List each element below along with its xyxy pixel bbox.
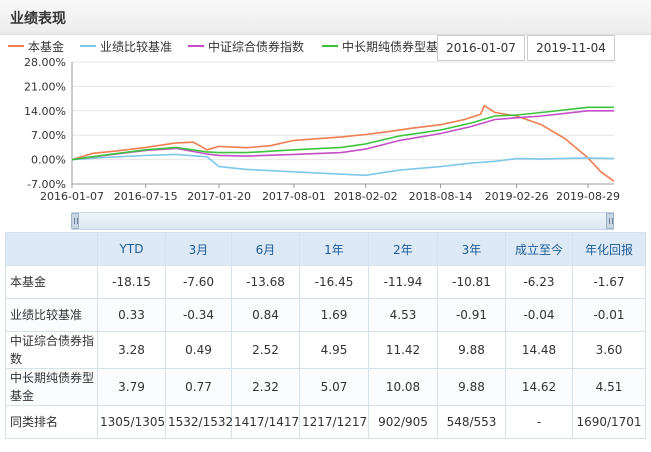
- table-cell: -10.81: [437, 265, 506, 299]
- table-cell: 4.95: [299, 331, 369, 369]
- table-header-row: YTD 3月 6月 1年 2年 3年 成立至今 年化回报: [5, 232, 646, 266]
- x-tick-label: 2017-01-20: [187, 190, 251, 203]
- performance-table: YTD 3月 6月 1年 2年 3年 成立至今 年化回报 本基金 -18.15 …: [5, 232, 646, 439]
- x-tick-label: 2016-07-15: [114, 190, 178, 203]
- table-cell: 4.51: [572, 368, 646, 406]
- table-header-cell: 6月: [231, 232, 300, 266]
- table-cell: 9.88: [437, 368, 506, 406]
- x-tick-label: 2019-02-26: [485, 190, 549, 203]
- table-cell: -0.01: [572, 298, 646, 332]
- legend-swatch: [8, 44, 24, 47]
- legend-swatch: [80, 44, 96, 47]
- panel-title: 业绩表现: [10, 11, 66, 27]
- table-row: 中长期纯债券型基金 3.79 0.77 2.32 5.07 10.08 9.88…: [5, 368, 646, 406]
- x-tick-label: 2019-08-29: [556, 190, 620, 203]
- table-cell: -16.45: [299, 265, 369, 299]
- table-row: 同类排名 1305/1305 1532/1532 1417/1417 1217/…: [5, 405, 646, 439]
- table-cell: 1690/1701: [572, 405, 646, 439]
- table-cell: 548/553: [437, 405, 506, 439]
- x-tick-label: 2016-01-07: [40, 190, 104, 203]
- y-tick-label: 21.00%: [24, 80, 66, 93]
- table-cell: -1.67: [572, 265, 646, 299]
- table-row: 中证综合债券指数 3.28 0.49 2.52 4.95 11.42 9.88 …: [5, 331, 646, 369]
- table-cell: 1305/1305: [97, 405, 166, 439]
- table-cell: 3.60: [572, 331, 646, 369]
- table-cell: -0.04: [505, 298, 573, 332]
- table-cell: 4.53: [368, 298, 438, 332]
- table-cell: -0.34: [165, 298, 232, 332]
- series-line-1: [71, 153, 615, 177]
- table-cell: -11.94: [368, 265, 438, 299]
- range-slider-left-handle[interactable]: [71, 213, 79, 229]
- x-tick-label: 2018-08-14: [409, 190, 473, 203]
- table-cell: 5.07: [299, 368, 369, 406]
- panel-header: 业绩表现: [0, 0, 651, 35]
- x-tick-label: 2018-02-02: [334, 190, 398, 203]
- table-cell: 0.33: [97, 298, 166, 332]
- row-label: 中证综合债券指数: [5, 331, 98, 369]
- y-tick-label: 14.00%: [24, 105, 66, 118]
- range-slider-right-handle[interactable]: [606, 213, 614, 229]
- table-header-cell: [5, 232, 98, 266]
- plot-area: [72, 62, 614, 184]
- y-tick-label: 0.00%: [31, 154, 66, 167]
- legend-item-bond-index[interactable]: 中证综合债券指数: [188, 38, 304, 55]
- row-label: 同类排名: [5, 405, 98, 439]
- table-header-cell: 3月: [165, 232, 232, 266]
- table-cell: 2.52: [231, 331, 300, 369]
- performance-chart: 28.00%21.00%14.00%7.00%0.00%-7.00%2016-0…: [24, 56, 620, 203]
- start-date-input[interactable]: 2016-01-07: [437, 35, 525, 61]
- legend-item-fund[interactable]: 本基金: [8, 38, 64, 55]
- end-date-input[interactable]: 2019-11-04: [527, 35, 615, 61]
- y-tick-label: 28.00%: [24, 56, 66, 69]
- row-label: 本基金: [5, 265, 98, 299]
- row-label: 业绩比较基准: [5, 298, 98, 332]
- table-header-cell: 年化回报: [572, 232, 646, 266]
- x-tick-label: 2017-08-01: [262, 190, 326, 203]
- table-cell: -13.68: [231, 265, 300, 299]
- table-cell: 9.88: [437, 331, 506, 369]
- table-row: 本基金 -18.15 -7.60 -13.68 -16.45 -11.94 -1…: [5, 265, 646, 299]
- table-cell: 14.48: [505, 331, 573, 369]
- y-tick-label: 7.00%: [31, 129, 66, 142]
- table-cell: 11.42: [368, 331, 438, 369]
- range-slider-track[interactable]: [72, 212, 614, 230]
- table-cell: 2.32: [231, 368, 300, 406]
- table-cell: -6.23: [505, 265, 573, 299]
- table-cell: 3.79: [97, 368, 166, 406]
- row-label: 中长期纯债券型基金: [5, 368, 98, 406]
- table-cell: 902/905: [368, 405, 438, 439]
- table-cell: 0.49: [165, 331, 232, 369]
- table-cell: 1532/1532: [165, 405, 233, 439]
- y-tick-label: -7.00%: [27, 178, 66, 191]
- legend-swatch: [322, 44, 338, 47]
- legend-item-peer-avg[interactable]: 中长期纯债券型基: [322, 38, 438, 55]
- chart-legend: 本基金 业绩比较基准 中证综合债券指数 中长期纯债券型基: [0, 36, 440, 56]
- table-cell: -7.60: [165, 265, 232, 299]
- series-line-3: [71, 106, 614, 161]
- table-cell: 1417/1417: [231, 405, 300, 439]
- table-header-cell: 成立至今: [505, 232, 573, 266]
- table-header-cell: 1年: [299, 232, 369, 266]
- series-line-0: [71, 104, 615, 182]
- table-cell: 0.84: [231, 298, 300, 332]
- table-cell: -0.91: [437, 298, 506, 332]
- table-cell: -18.15: [97, 265, 166, 299]
- legend-item-benchmark[interactable]: 业绩比较基准: [80, 38, 172, 55]
- table-cell: 14.62: [505, 368, 573, 406]
- legend-swatch: [188, 44, 204, 47]
- table-header-cell: YTD: [97, 232, 166, 266]
- table-cell: 10.08: [368, 368, 438, 406]
- table-cell: 1.69: [299, 298, 369, 332]
- table-cell: 0.77: [165, 368, 232, 406]
- table-header-cell: 2年: [368, 232, 438, 266]
- table-header-cell: 3年: [437, 232, 506, 266]
- table-row: 业绩比较基准 0.33 -0.34 0.84 1.69 4.53 -0.91 -…: [5, 298, 646, 332]
- table-cell: -: [505, 405, 573, 439]
- table-cell: 1217/1217: [299, 405, 369, 439]
- table-cell: 3.28: [97, 331, 166, 369]
- series-line-2: [71, 109, 614, 161]
